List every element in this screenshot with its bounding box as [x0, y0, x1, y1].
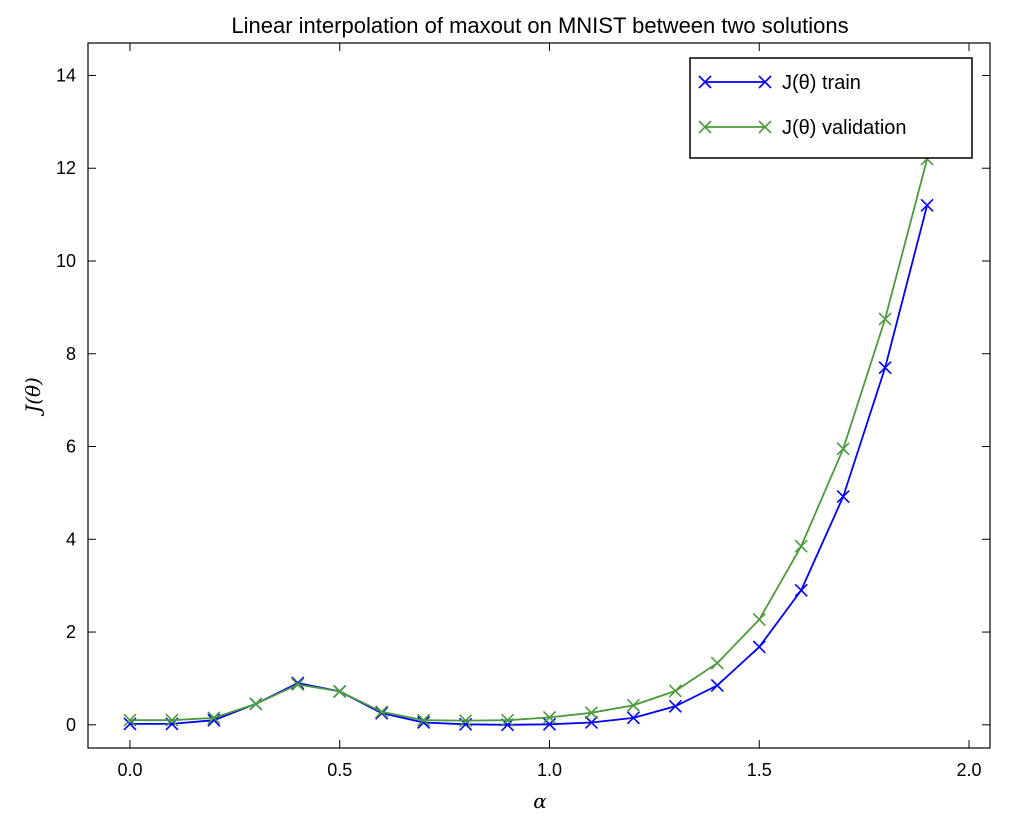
data-point-marker: [249, 697, 263, 711]
data-point-marker: [794, 583, 808, 597]
x-axis: 0.0 0.5 1.0 1.5 2.0: [117, 43, 982, 780]
data-point-marker: [500, 713, 515, 727]
plot-area-frame: [87, 42, 991, 749]
series-line: [130, 205, 928, 726]
x-axis-label: α: [533, 789, 547, 813]
y-axis: 0 2 4 6 8 10 12 14: [56, 65, 990, 735]
y-tick-label: 12: [56, 158, 76, 178]
data-point-marker: [878, 312, 892, 326]
y-axis-label: J(θ): [21, 377, 45, 417]
data-point-marker: [626, 711, 640, 725]
data-point-marker: [668, 684, 682, 698]
legend: J(θ) train J(θ) validation: [689, 57, 973, 159]
data-point-marker: [584, 715, 599, 730]
legend-marker-left: [698, 75, 712, 89]
y-tick-label: 10: [56, 251, 76, 271]
y-tick-label: 14: [56, 65, 76, 85]
data-point-marker: [375, 705, 389, 719]
y-tick-label: 4: [66, 529, 76, 549]
data-point-marker: [333, 684, 347, 698]
data-point-marker: [710, 656, 724, 670]
data-point-marker: [668, 699, 682, 713]
series-layer: [123, 152, 934, 732]
data-point-marker: [752, 612, 766, 627]
legend-label: J(θ) train: [782, 72, 861, 94]
data-point-marker: [794, 539, 808, 553]
data-point-marker: [626, 698, 640, 712]
data-point-marker: [165, 713, 179, 727]
series-line: [130, 158, 928, 722]
legend-marker-right: [758, 75, 772, 89]
y-tick-label: 6: [66, 437, 76, 457]
legend-entry-train: J(θ) train: [698, 72, 861, 94]
data-point-marker: [542, 710, 557, 724]
data-point-marker: [459, 714, 473, 728]
data-point-marker: [123, 713, 137, 727]
y-tick-label: 2: [66, 622, 76, 642]
data-point-marker: [207, 711, 221, 725]
data-point-marker: [920, 198, 934, 212]
chart-title: Linear interpolation of maxout on MNIST …: [231, 13, 848, 38]
x-tick-label: 2.0: [957, 760, 982, 780]
x-tick-label: 0.5: [327, 760, 352, 780]
legend-marker-right: [758, 120, 772, 134]
data-point-marker: [291, 677, 305, 692]
y-tick-label: 8: [66, 344, 76, 364]
x-tick-label: 1.0: [537, 760, 562, 780]
data-point-marker: [836, 490, 850, 504]
data-point-marker: [836, 442, 850, 456]
legend-entry-validation: J(θ) validation: [698, 117, 907, 139]
series-validation: [123, 152, 934, 728]
x-tick-label: 0.0: [117, 760, 142, 780]
data-point-marker: [752, 640, 766, 654]
legend-label: J(θ) validation: [782, 117, 907, 139]
legend-entries: J(θ) train J(θ) validation: [698, 72, 907, 139]
data-point-marker: [710, 678, 724, 692]
legend-marker-left: [698, 120, 712, 134]
x-tick-label: 1.5: [747, 760, 772, 780]
legend-box: [689, 57, 973, 159]
y-tick-label: 0: [66, 715, 76, 735]
data-point-marker: [878, 361, 892, 375]
data-point-marker: [417, 713, 431, 727]
series-train: [123, 198, 934, 732]
data-point-marker: [584, 706, 599, 720]
